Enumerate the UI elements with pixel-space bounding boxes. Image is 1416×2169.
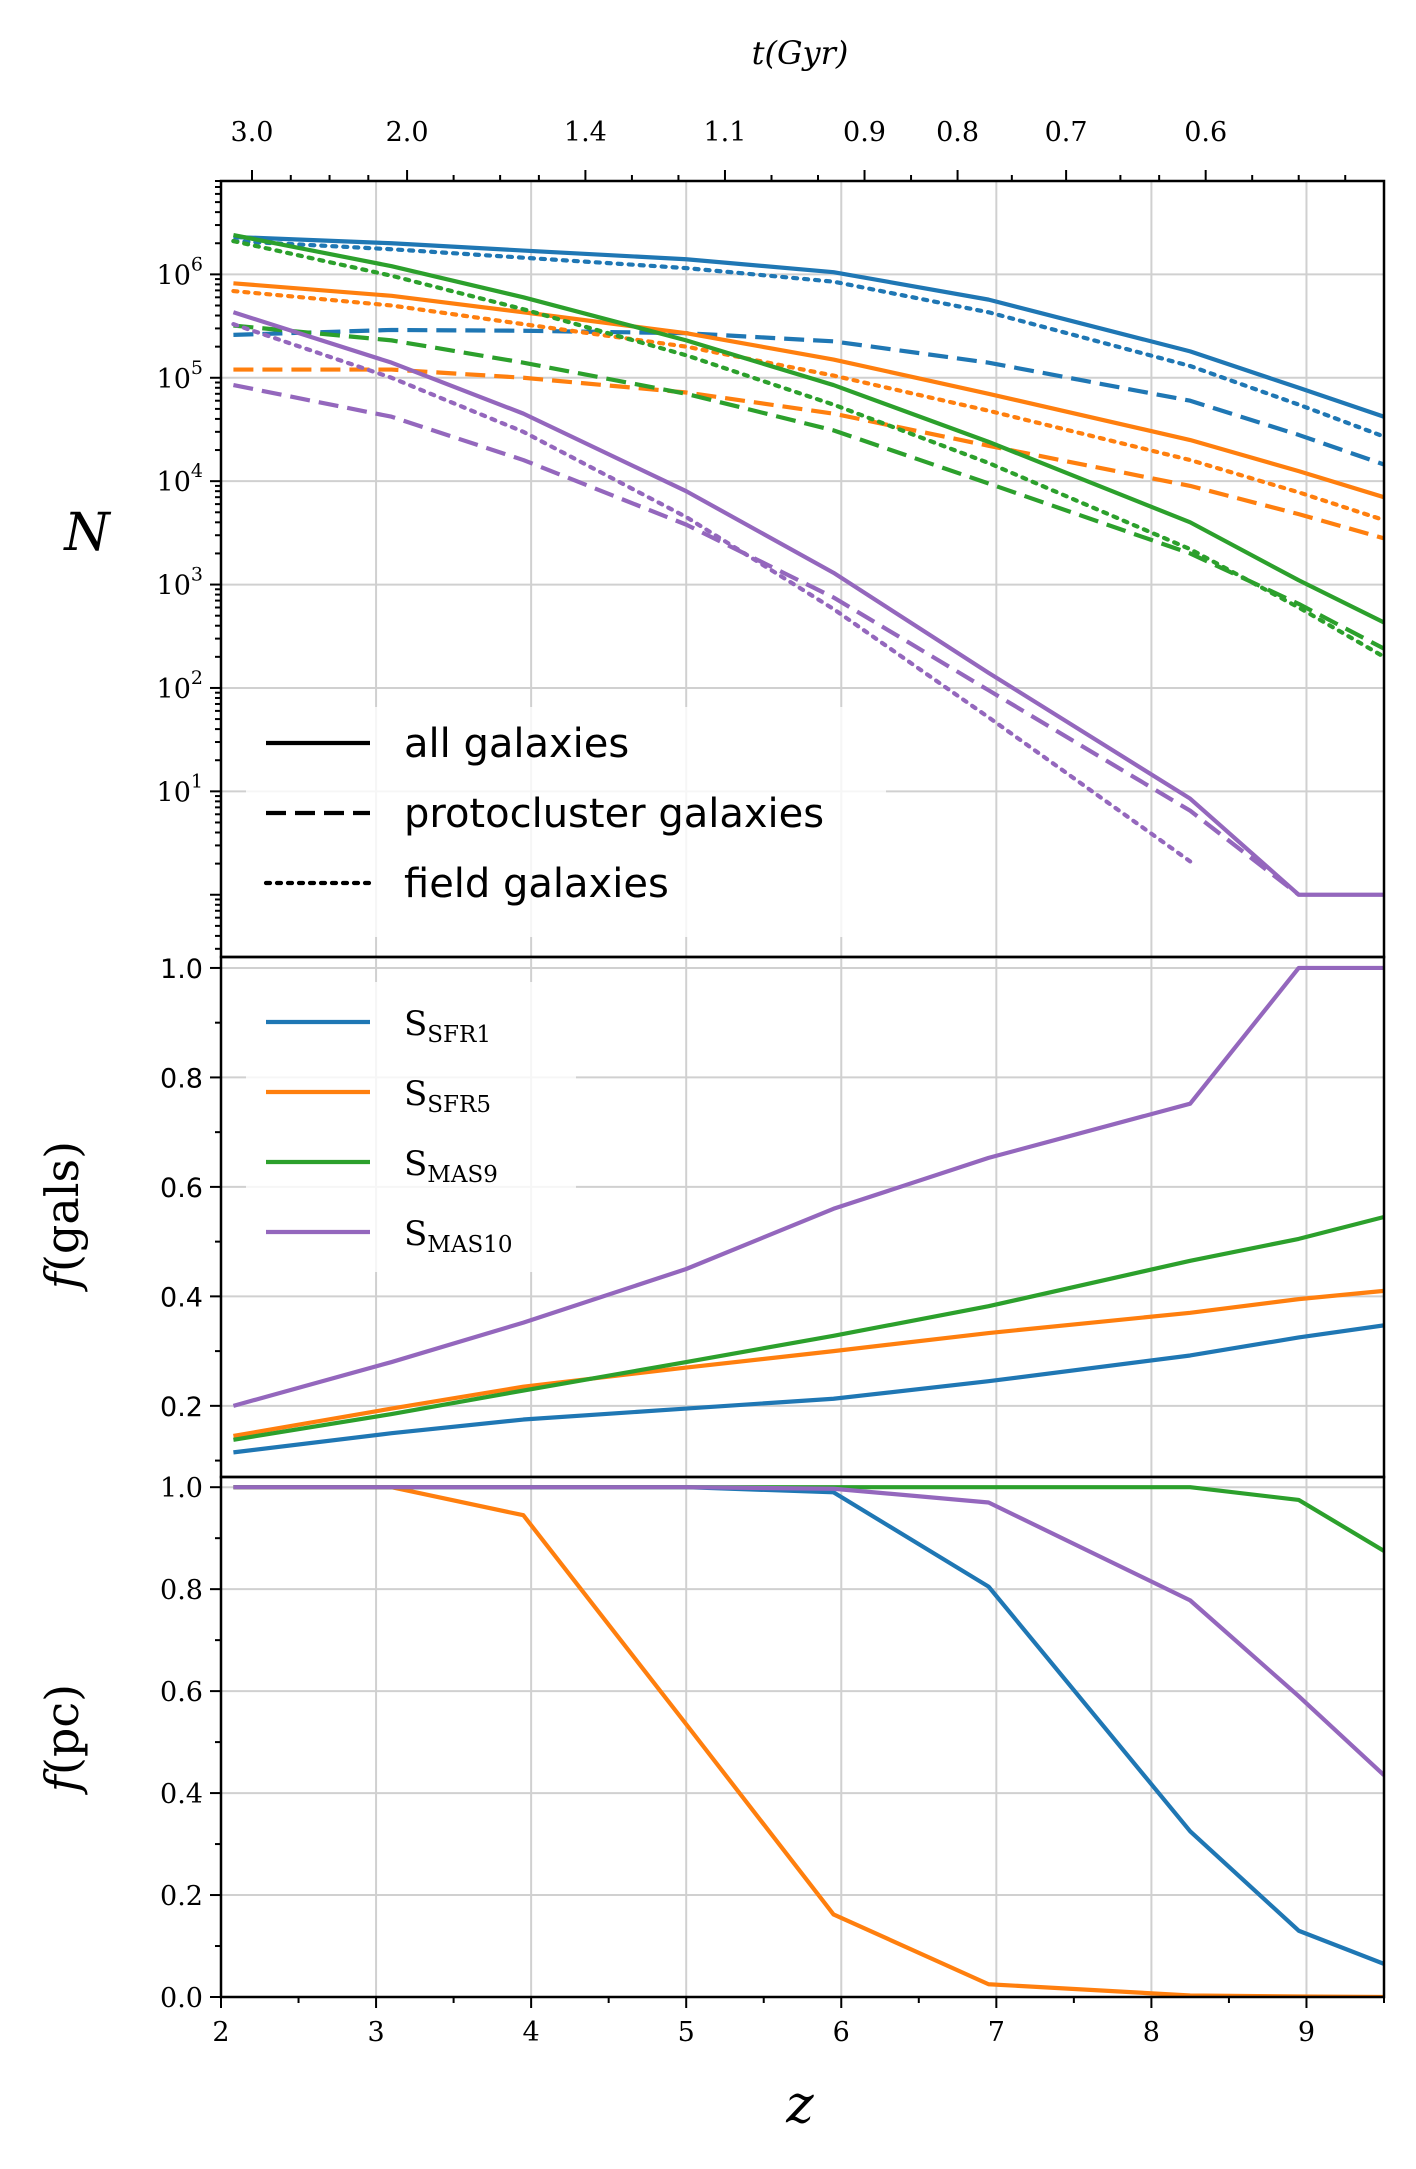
top-tick-label: 0.9: [843, 117, 886, 148]
x-tick-label: 6: [833, 2017, 850, 2048]
y-tick-label: 0.4: [160, 1282, 203, 1313]
series-group-fpc: [233, 1485, 1384, 1997]
legend-label-solid: all galaxies: [404, 721, 629, 767]
legend-linestyles: all galaxies protocluster galaxies field g…: [246, 707, 886, 937]
y-tick-label: 102: [157, 667, 203, 705]
series-line-mas9: [233, 1214, 1384, 1442]
y-tick-label: 0.2: [160, 1392, 203, 1423]
y-tick-label: 103: [157, 564, 203, 602]
panel-number-counts: all galaxies protocluster galaxies field g…: [62, 34, 1386, 959]
series-line-sfr1-all: [233, 234, 1384, 419]
series-line-mas10-pc: [232, 383, 1300, 897]
legend-label-dotted: field galaxies: [404, 861, 669, 907]
x-tick-label: 9: [1298, 2017, 1315, 2048]
series-line-mas9: [233, 1485, 1384, 1553]
series-line-sfr1-field: [231, 238, 1384, 439]
series-line-mas10-all: [232, 310, 1384, 897]
series-line-sfr5-all: [233, 281, 1384, 500]
series-line-mas10-field: [231, 322, 1193, 864]
y-tick-label: 1.0: [160, 1473, 203, 1504]
legend-label-mas9: SMAS9: [404, 1144, 498, 1188]
top-tick-label: 0.8: [936, 117, 979, 148]
y-tick-label: 104: [157, 460, 203, 498]
top-tick-label: 0.7: [1045, 117, 1088, 148]
x-tick-label: 7: [988, 2017, 1005, 2048]
series-line-mas10: [232, 965, 1384, 1408]
top-axis-title: t(Gyr): [752, 34, 849, 72]
legend-label-mas10: SMAS10: [404, 1214, 512, 1258]
series-group-counts: [231, 232, 1384, 897]
panel-frame: [219, 1475, 1386, 1999]
series-line-sfr5: [233, 1288, 1384, 1439]
top-tick-label: 2.0: [386, 117, 429, 148]
x-axis-title-z: z: [785, 2075, 814, 2135]
legend-box: [246, 707, 886, 937]
y-tick-label: 0.4: [160, 1779, 203, 1810]
y-axis-title-fpc: f(pc): [35, 1684, 89, 1795]
y-tick-label: 105: [157, 357, 203, 395]
series-line-mas9-pc: [233, 323, 1384, 651]
series-line-sfr1: [233, 1485, 1384, 1966]
y-tick-label: 0.0: [160, 1983, 203, 2014]
top-tick-label: 0.6: [1184, 117, 1227, 148]
panel-galaxy-fraction: SSFR1 SSFR5 SMAS9 SMAS10 0.2 0.4 0.6 0.8 1.0 f(ga…: [35, 954, 1386, 1479]
x-tick-label: 8: [1143, 2017, 1160, 2048]
y-tick-label: 0.2: [160, 1881, 203, 1912]
panel-protocluster-fraction: 0.0 0.2 0.4 0.6 0.8 1.0 2 3 4 5 6 7 8 9 f(pc) z: [35, 1473, 1386, 2135]
series-group-fgals: [232, 965, 1384, 1455]
y-tick-label: 106: [157, 253, 203, 291]
y-tick-label: 0.8: [160, 1575, 203, 1606]
series-line-mas9-field: [231, 238, 1384, 659]
legend-label-dashed: protocluster galaxies: [404, 791, 824, 837]
legend-label-sfr5: SSFR5: [404, 1074, 491, 1118]
y-axis-title-n: N: [62, 503, 111, 563]
x-tick-label: 5: [678, 2017, 695, 2048]
top-tick-label: 3.0: [231, 117, 274, 148]
series-line-sfr5: [233, 1485, 1384, 1997]
top-tick-label: 1.4: [564, 117, 607, 148]
y-tick-label: 1.0: [160, 954, 203, 985]
y-tick-label: 0.8: [160, 1063, 203, 1094]
top-tick-label: 1.1: [703, 117, 746, 148]
y-tick-label: 101: [157, 770, 203, 808]
y-tick-label: 0.6: [160, 1173, 203, 1204]
series-line-sfr5-field: [231, 288, 1384, 523]
legend-samples: SSFR1 SSFR5 SMAS9 SMAS10: [246, 982, 576, 1272]
y-tick-label: 0.6: [160, 1677, 203, 1708]
series-line-mas9-all: [233, 232, 1384, 625]
y-axis-title-fgals: f(gals): [35, 1141, 89, 1292]
series-line-sfr1: [233, 1323, 1384, 1455]
x-tick-label: 3: [367, 2017, 384, 2048]
legend-label-sfr1: SSFR1: [404, 1004, 491, 1048]
series-line-mas10: [233, 1485, 1384, 1777]
x-tick-label: 4: [523, 2017, 540, 2048]
legend-box: [246, 982, 576, 1272]
x-tick-label: 2: [212, 2017, 229, 2048]
